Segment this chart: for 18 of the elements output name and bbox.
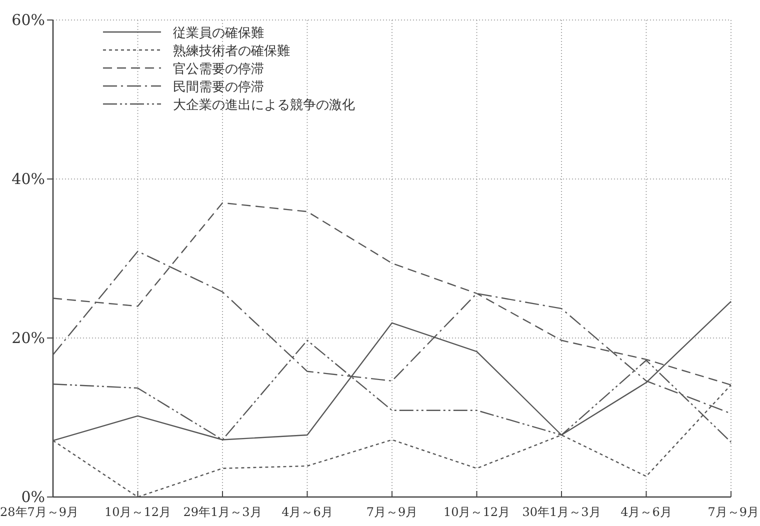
x-tick-label: 10月～12月 — [443, 505, 510, 519]
y-tick-label: 40% — [12, 170, 45, 188]
x-tick-label: 4月～6月 — [620, 505, 672, 519]
y-tick-label: 0% — [21, 488, 45, 506]
legend-label: 官公需要の停滞 — [173, 61, 264, 77]
x-tick-label: 4月～6月 — [282, 505, 333, 519]
x-tick-label: 29年1月～3月 — [183, 505, 262, 519]
y-tick-label: 60% — [12, 11, 45, 29]
legend-label: 従業員の確保難 — [173, 26, 264, 41]
x-tick-label: 28年7月～9月 — [0, 505, 79, 519]
x-tick-label: 30年1月～3月 — [522, 505, 601, 519]
legend-label: 大企業の進出による競争の激化 — [173, 98, 355, 113]
legend-label: 熟練技術者の確保難 — [173, 44, 290, 59]
x-tick-label: 10月～12月 — [104, 505, 172, 519]
x-tick-label: 7月～9月 — [366, 505, 418, 519]
y-tick-label: 20% — [12, 329, 45, 347]
legend-label: 民間需要の停滞 — [173, 80, 264, 95]
x-tick-label: 7月～9月 — [708, 505, 759, 519]
